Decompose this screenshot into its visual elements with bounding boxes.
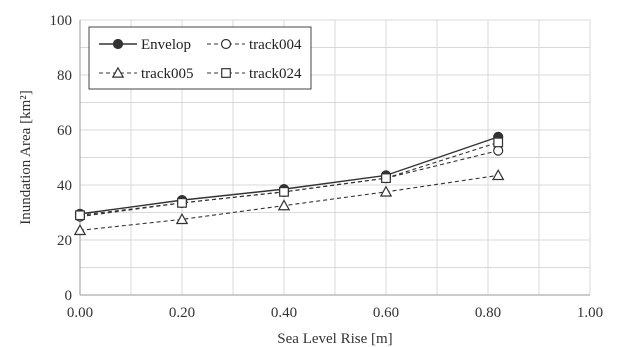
y-tick-label: 20 <box>57 233 72 249</box>
y-tick-label: 40 <box>57 178 72 194</box>
y-axis-title: Inundation Area [km²] <box>18 90 34 224</box>
data-point <box>111 66 125 78</box>
data-point <box>491 168 505 181</box>
x-tick-label: 0.00 <box>67 305 93 321</box>
y-tick-label: 100 <box>50 13 73 29</box>
data-point <box>221 68 231 78</box>
data-point <box>381 173 391 184</box>
legend: Envelop track004 track005 track024 <box>88 26 312 90</box>
legend-label: Envelop <box>141 37 191 53</box>
legend-entry: Envelop <box>99 37 191 53</box>
x-tick-label: 1.00 <box>577 305 603 321</box>
series-track005 <box>73 168 505 236</box>
legend-entry: track004 <box>207 37 302 53</box>
legend-label: track024 <box>249 66 302 82</box>
data-point <box>493 137 504 148</box>
x-tick-label: 0.60 <box>373 305 399 321</box>
x-axis-title: Sea Level Rise [m] <box>277 331 392 347</box>
data-point <box>177 197 187 208</box>
axes <box>79 20 590 296</box>
tick-labels: 0.00 0.20 0.40 0.60 0.80 1.00 0 20 40 60 80 100 <box>50 13 604 321</box>
data-point <box>75 210 85 221</box>
data-point <box>112 38 124 50</box>
y-tick-label: 80 <box>57 68 72 84</box>
series-group <box>73 131 505 236</box>
data-point <box>220 38 232 50</box>
data-point <box>175 212 189 225</box>
data-point <box>493 145 504 156</box>
data-point <box>279 186 289 197</box>
data-point <box>277 199 291 211</box>
data-point <box>73 223 87 236</box>
series-track024 <box>75 137 504 221</box>
legend-entry: track005 <box>99 66 193 82</box>
legend-entry: track024 <box>207 66 302 82</box>
x-tick-label: 0.20 <box>169 305 195 321</box>
legend-label: track005 <box>141 66 193 82</box>
legend-box <box>88 26 312 90</box>
y-tick-label: 60 <box>57 123 72 139</box>
y-tick-label: 0 <box>65 288 73 304</box>
legend-label: track004 <box>249 37 302 53</box>
x-tick-label: 0.40 <box>271 305 297 321</box>
x-tick-label: 0.80 <box>475 305 501 321</box>
data-point <box>379 185 393 197</box>
